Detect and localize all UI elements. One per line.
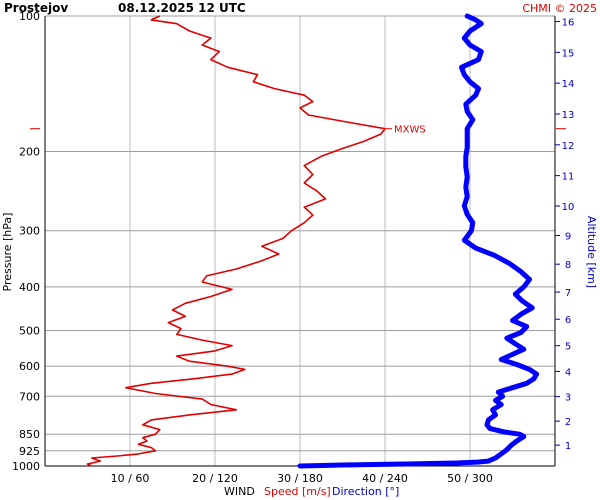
altitude-tick-label: 3 bbox=[565, 393, 571, 404]
altitude-tick-label: 8 bbox=[565, 260, 571, 271]
altitude-tick-label: 14 bbox=[562, 79, 575, 90]
altitude-tick-label: 1 bbox=[565, 441, 571, 452]
datetime-label: 08.12.2025 12 UTC bbox=[118, 1, 246, 15]
pressure-tick-label: 200 bbox=[19, 145, 40, 158]
altitude-tick-label: 6 bbox=[565, 315, 571, 326]
altitude-tick-label: 4 bbox=[565, 367, 571, 378]
pressure-tick-label: 850 bbox=[19, 428, 40, 441]
series-layer bbox=[86, 13, 540, 469]
altitude-tick-label: 5 bbox=[565, 342, 571, 353]
pressure-tick-label: 925 bbox=[19, 445, 40, 458]
x-tick-label: 20 / 120 bbox=[192, 472, 238, 485]
altitude-tick-label: 16 bbox=[562, 18, 575, 29]
pressure-axis: 100 200 300 400 500 600 700 850 925 1000 bbox=[12, 10, 40, 473]
altitude-tick-label: 10 bbox=[562, 202, 575, 213]
x-axis: 10 / 60 20 / 120 30 / 180 40 / 240 50 / 300 bbox=[111, 472, 493, 485]
credit-label: CHMI © 2025 bbox=[522, 2, 597, 15]
altitude-tick-label: 12 bbox=[562, 141, 575, 152]
altitude-axis-label: Altitude [km] bbox=[585, 216, 598, 288]
pressure-tick-label: 700 bbox=[19, 390, 40, 403]
grid bbox=[45, 15, 555, 467]
x-tick-label: 50 / 300 bbox=[447, 472, 493, 485]
altitude-tick-label: 15 bbox=[562, 48, 575, 59]
altitude-tick-label: 11 bbox=[562, 172, 575, 183]
x-tick-label: 10 / 60 bbox=[111, 472, 150, 485]
speed-series-line bbox=[86, 15, 386, 467]
pressure-tick-label: 400 bbox=[19, 281, 40, 294]
pressure-tick-label: 500 bbox=[19, 325, 40, 338]
x-axis-label: WIND Speed [m/s] Direction [°] bbox=[224, 485, 399, 498]
x-axis-label-direction: Direction [°] bbox=[332, 485, 399, 498]
altitude-tick-label: 9 bbox=[565, 232, 571, 243]
x-axis-label-prefix: WIND bbox=[224, 485, 255, 498]
altitude-tick-label: 7 bbox=[565, 288, 571, 299]
pressure-tick-label: 300 bbox=[19, 225, 40, 238]
annotations: MXWS bbox=[30, 125, 566, 136]
x-tick-label: 40 / 240 bbox=[362, 472, 408, 485]
direction-series-line bbox=[297, 13, 540, 469]
altitude-tick-label: 13 bbox=[562, 110, 575, 121]
mxws-label: MXWS bbox=[394, 125, 426, 136]
pressure-tick-label: 600 bbox=[19, 360, 40, 373]
pressure-tick-label: 1000 bbox=[12, 460, 40, 473]
x-axis-label-speed: Speed [m/s] bbox=[264, 485, 331, 498]
pressure-axis-label: Pressure [hPa] bbox=[1, 213, 14, 292]
x-tick-label: 30 / 180 bbox=[277, 472, 323, 485]
pressure-tick-label: 100 bbox=[19, 10, 40, 23]
altitude-tick-label: 2 bbox=[565, 417, 571, 428]
station-name: Prostejov bbox=[4, 1, 68, 15]
